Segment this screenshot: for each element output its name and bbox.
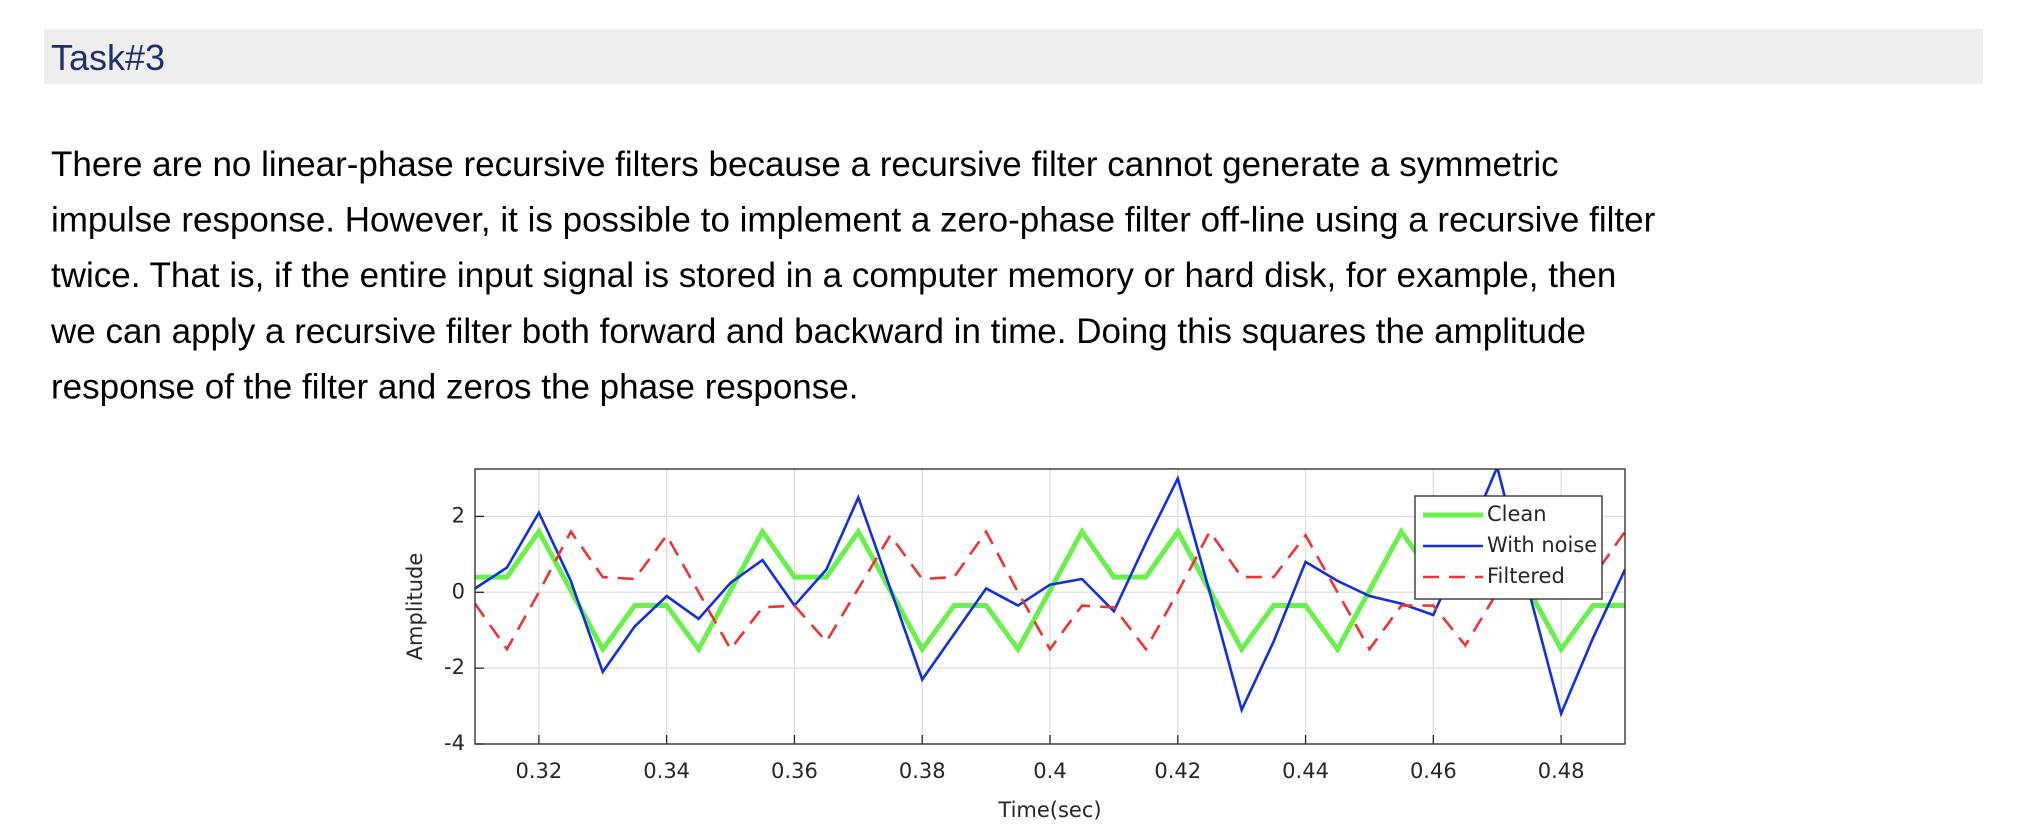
series-line — [475, 469, 1625, 718]
x-axis-label: Time(sec) — [997, 798, 1101, 822]
paragraph-line: There are no linear-phase recursive filt… — [51, 145, 1559, 184]
paragraph-line: we can apply a recursive filter both for… — [50, 312, 1586, 351]
paragraph-line: impulse response. However, it is possibl… — [51, 201, 1656, 240]
y-tick-label: -2 — [444, 655, 465, 679]
x-tick-label: 0.42 — [1154, 759, 1201, 783]
axes-box — [474, 468, 1626, 745]
x-tick-label: 0.34 — [643, 759, 690, 783]
x-tick-label: 0.4 — [1033, 759, 1066, 783]
x-tick-label: 0.46 — [1410, 759, 1457, 783]
x-tick-label: 0.44 — [1282, 759, 1329, 783]
paragraph-line: response of the filter and zeros the pha… — [51, 367, 858, 406]
y-axis-label: Amplitude — [403, 553, 427, 661]
legend-label: With noise — [1487, 533, 1597, 557]
y-tick-label: 2 — [452, 503, 465, 527]
x-tick-label: 0.48 — [1538, 759, 1585, 783]
series-line — [475, 529, 1625, 652]
paragraph-line: twice. That is, if the entire input sign… — [51, 256, 1616, 295]
header-title: Task#3 — [51, 37, 165, 78]
y-tick-label: 0 — [452, 579, 465, 603]
x-tick-label: 0.38 — [899, 759, 946, 783]
x-tick-label: 0.32 — [516, 759, 563, 783]
legend-label: Clean — [1487, 502, 1547, 526]
y-tick-label: -4 — [444, 731, 465, 755]
x-tick-label: 0.36 — [771, 759, 818, 783]
header-band — [44, 29, 1983, 84]
legend-label: Filtered — [1487, 564, 1565, 588]
